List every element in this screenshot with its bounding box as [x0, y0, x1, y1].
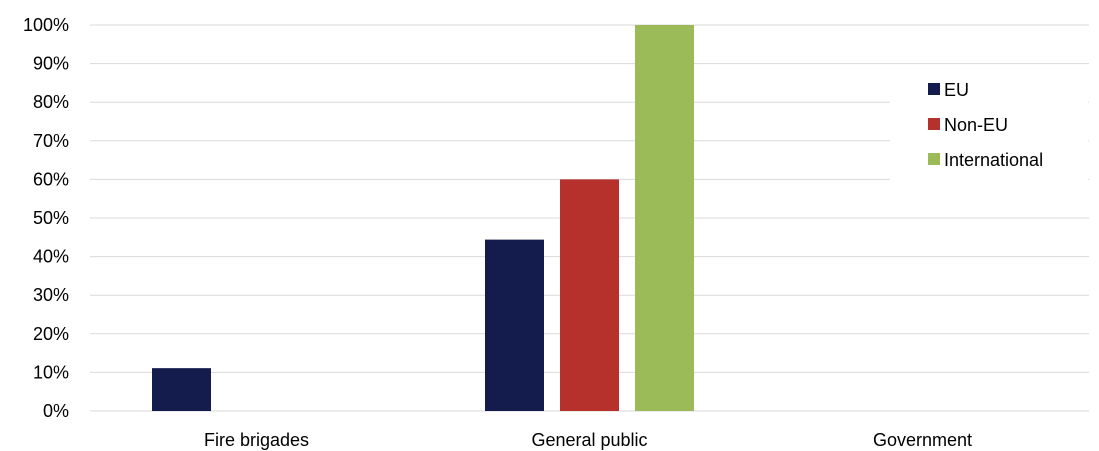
x-tick-label: General public [531, 430, 647, 450]
y-tick-label: 60% [33, 169, 69, 189]
legend: EU Non-EU International [890, 74, 1088, 182]
y-tick-label: 30% [33, 285, 69, 305]
y-tick-label: 50% [33, 208, 69, 228]
y-axis-ticks: 0% 10% 20% 30% 40% 50% 60% 70% 80% 90% 100% [23, 15, 69, 421]
y-tick-label: 40% [33, 247, 69, 267]
bar-eu-fire-brigades [152, 368, 211, 411]
bar-eu-general-public [485, 240, 544, 411]
legend-label: International [944, 150, 1043, 170]
y-tick-label: 100% [23, 15, 69, 35]
bar-non-eu-general-public [560, 179, 619, 411]
x-tick-label: Government [873, 430, 972, 450]
bar-international-general-public [635, 25, 694, 411]
y-tick-label: 80% [33, 92, 69, 112]
y-tick-label: 0% [43, 401, 69, 421]
legend-swatch [928, 83, 940, 95]
legend-label: Non-EU [944, 115, 1008, 135]
legend-swatch [928, 153, 940, 165]
legend-swatch [928, 118, 940, 130]
legend-label: EU [944, 80, 969, 100]
y-tick-label: 10% [33, 362, 69, 382]
y-tick-label: 70% [33, 131, 69, 151]
y-tick-label: 20% [33, 324, 69, 344]
y-tick-label: 90% [33, 54, 69, 74]
x-tick-label: Fire brigades [204, 430, 309, 450]
x-axis-ticks: Fire brigades General public Government [204, 430, 972, 450]
